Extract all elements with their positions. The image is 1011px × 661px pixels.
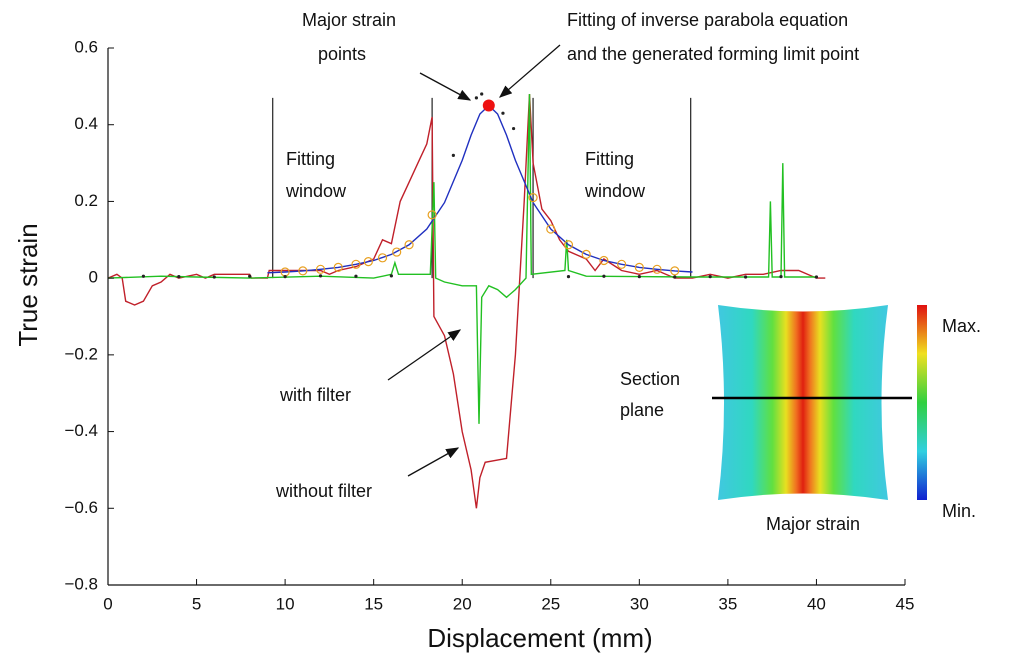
series-line bbox=[107, 93, 817, 424]
arrow bbox=[387, 329, 462, 381]
y-tick-label: 0.6 bbox=[74, 37, 98, 56]
strain-point bbox=[602, 274, 606, 278]
y-tick-label: 0.4 bbox=[74, 114, 98, 133]
x-tick-label: 25 bbox=[541, 594, 560, 613]
fit-marker bbox=[351, 259, 361, 269]
annotation: without filter bbox=[275, 481, 372, 501]
y-tick-label: −0.4 bbox=[64, 421, 98, 440]
strain-point bbox=[248, 274, 252, 278]
series-line bbox=[107, 93, 826, 509]
colorbar-label: Max. bbox=[942, 316, 981, 336]
forming-limit-point bbox=[482, 99, 495, 112]
annotation: window bbox=[285, 181, 347, 201]
fit-marker bbox=[670, 266, 680, 276]
x-tick-label: 20 bbox=[453, 594, 472, 613]
strain-point bbox=[389, 274, 393, 278]
x-tick-label: 45 bbox=[896, 594, 915, 613]
strain-point bbox=[708, 275, 712, 279]
annotation: Fitting of inverse parabola equation bbox=[567, 10, 848, 30]
strain-point bbox=[141, 274, 146, 278]
strain-point bbox=[212, 275, 216, 279]
y-tick-label: 0.2 bbox=[74, 191, 98, 210]
annotation: Fitting bbox=[585, 149, 634, 169]
annotation: Major strain bbox=[302, 10, 396, 30]
fit-marker bbox=[581, 249, 591, 259]
fit-marker bbox=[634, 262, 644, 273]
x-tick-label: 15 bbox=[364, 594, 383, 613]
fit-marker bbox=[599, 255, 609, 266]
strain-point bbox=[283, 275, 287, 279]
strain-point bbox=[744, 275, 748, 279]
annotation: Section bbox=[620, 369, 680, 389]
colorbar-label: Min. bbox=[942, 501, 976, 521]
annotation: plane bbox=[620, 400, 664, 420]
fit-marker bbox=[427, 210, 437, 220]
arrow bbox=[407, 447, 460, 477]
x-tick-label: 10 bbox=[276, 594, 295, 613]
fit-marker bbox=[546, 224, 556, 234]
strain-point bbox=[673, 275, 677, 279]
y-tick-label: 0 bbox=[89, 268, 98, 287]
strain-point bbox=[501, 111, 505, 115]
annotation: Fitting bbox=[286, 149, 335, 169]
strain-point bbox=[318, 274, 323, 278]
fit-marker bbox=[563, 240, 574, 250]
fit-marker bbox=[404, 240, 414, 250]
x-tick-label: 0 bbox=[103, 594, 112, 613]
series-line bbox=[267, 104, 693, 274]
strain-point bbox=[566, 275, 571, 279]
fit-marker bbox=[377, 253, 388, 263]
strain-point bbox=[779, 275, 783, 279]
fit-marker bbox=[617, 259, 627, 269]
strain-point bbox=[451, 153, 455, 157]
strain-point bbox=[177, 275, 181, 279]
strain-point bbox=[354, 274, 358, 278]
annotation: points bbox=[318, 44, 366, 64]
fit-marker bbox=[298, 266, 308, 276]
colorbar bbox=[917, 305, 927, 500]
annotation: with filter bbox=[279, 385, 351, 405]
strain-point bbox=[637, 275, 641, 279]
fit-marker bbox=[652, 264, 662, 274]
x-axis-label: Displacement (mm) bbox=[427, 623, 652, 653]
x-tick-label: 40 bbox=[807, 594, 826, 613]
fit-marker bbox=[333, 262, 343, 273]
fit-marker bbox=[392, 247, 402, 257]
y-tick-label: −0.8 bbox=[64, 574, 98, 593]
y-axis-label: True strain bbox=[13, 223, 43, 346]
plot-area bbox=[107, 92, 826, 509]
strain-point bbox=[814, 275, 819, 279]
arrow bbox=[419, 72, 472, 101]
annotation: window bbox=[584, 181, 646, 201]
fit-marker bbox=[363, 257, 373, 267]
specimen-heatmap bbox=[718, 305, 888, 500]
fit-marker bbox=[315, 264, 326, 274]
fit-marker bbox=[528, 192, 538, 203]
arrow bbox=[499, 44, 561, 98]
y-tick-label: −0.6 bbox=[64, 498, 98, 517]
x-tick-label: 35 bbox=[718, 594, 737, 613]
y-tick-label: −0.2 bbox=[64, 344, 98, 363]
x-tick-label: 30 bbox=[630, 594, 649, 613]
strain-point bbox=[480, 92, 484, 96]
x-tick-label: 5 bbox=[192, 594, 201, 613]
inset-title: Major strain bbox=[766, 514, 860, 534]
strain-point bbox=[474, 96, 478, 100]
strain-point bbox=[511, 126, 516, 131]
annotation: and the generated forming limit point bbox=[567, 44, 859, 64]
inset: Section plane Max. Min. Major strain bbox=[620, 305, 981, 534]
